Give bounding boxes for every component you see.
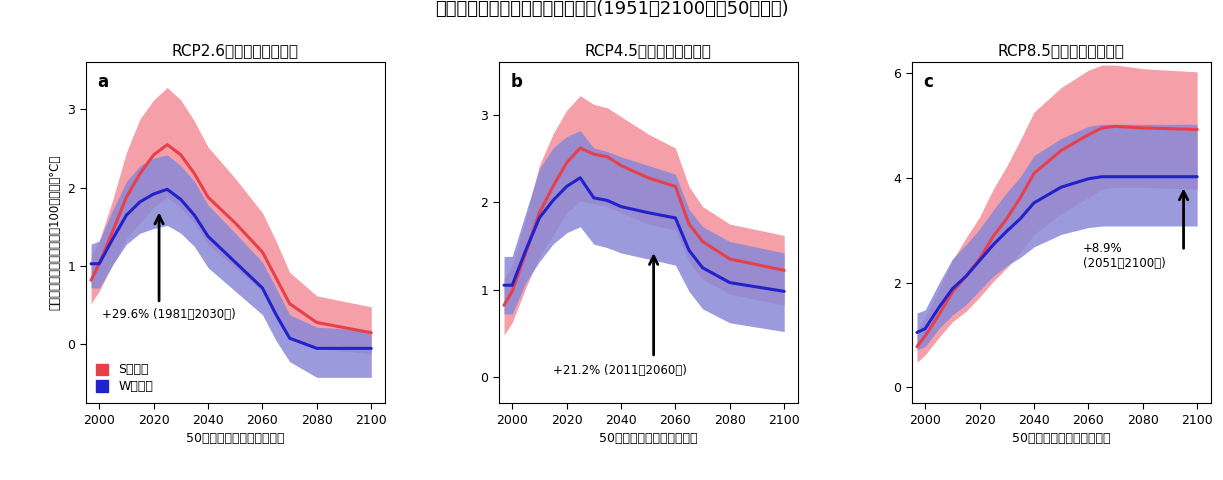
X-axis label: 50年セグメントの最後の年: 50年セグメントの最後の年 <box>599 432 697 445</box>
Legend: Sモデル, Wモデル: Sモデル, Wモデル <box>92 360 157 397</box>
Text: 全球平均地表気温の長期変化傾向(1951〜2100年の50年ごと): 全球平均地表気温の長期変化傾向(1951〜2100年の50年ごと) <box>434 0 789 18</box>
Text: b: b <box>510 72 522 91</box>
X-axis label: 50年セグメントの最後の年: 50年セグメントの最後の年 <box>1011 432 1110 445</box>
Title: RCP2.6（低位シナリオ）: RCP2.6（低位シナリオ） <box>171 44 298 59</box>
Title: RCP4.5（中位シナリオ）: RCP4.5（中位シナリオ） <box>585 44 712 59</box>
Text: +29.6% (1981　2030年): +29.6% (1981 2030年) <box>102 308 236 321</box>
Y-axis label: 全球地表気温のトレンド（100年あたり°C）: 全球地表気温のトレンド（100年あたり°C） <box>49 155 61 311</box>
Text: a: a <box>98 72 109 91</box>
Text: +8.9%
(2051　2100年): +8.9% (2051 2100年) <box>1082 241 1166 269</box>
Title: RCP8.5（高位シナリオ）: RCP8.5（高位シナリオ） <box>998 44 1125 59</box>
Text: c: c <box>923 72 933 91</box>
Text: +21.2% (2011　2060年): +21.2% (2011 2060年) <box>553 364 687 377</box>
X-axis label: 50年セグメントの最後の年: 50年セグメントの最後の年 <box>186 432 285 445</box>
